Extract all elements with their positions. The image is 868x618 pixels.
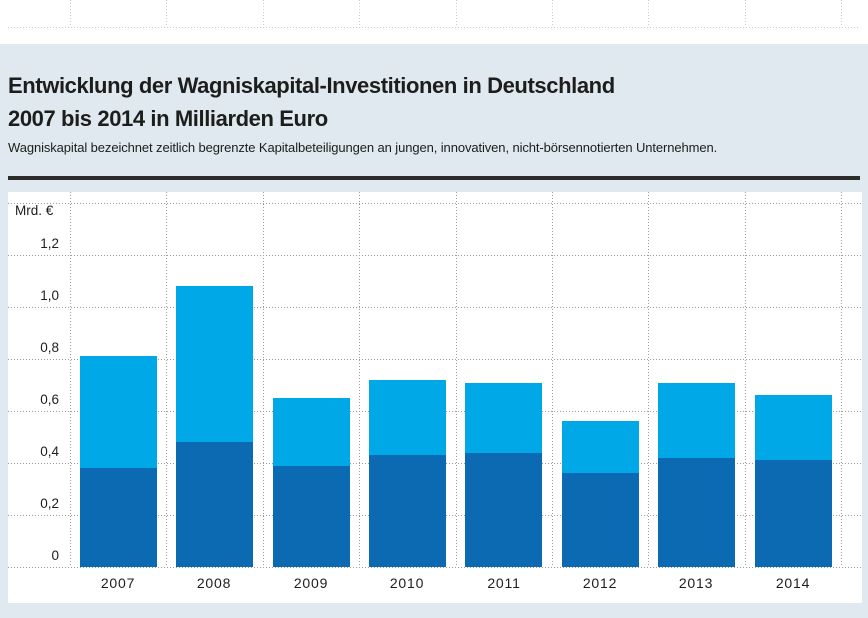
bar-2009-lower-segment <box>273 466 350 567</box>
h-gridline <box>8 203 862 204</box>
v-gridline <box>841 192 842 567</box>
x-tick-label: 2011 <box>487 575 521 591</box>
bar-2007-upper-segment <box>80 356 157 468</box>
v-gridline <box>70 192 71 567</box>
x-tick-label: 2013 <box>678 575 714 591</box>
h-gridline <box>8 255 862 256</box>
x-tick-label: 2010 <box>389 575 425 591</box>
chart-subtitle: Wagniskapital bezeichnet zeitlich begren… <box>8 140 718 155</box>
x-tick-label: 2007 <box>100 575 136 591</box>
bar-2012-upper-segment <box>562 421 639 473</box>
remnant-v-gridline <box>552 0 553 27</box>
v-gridline <box>552 192 553 567</box>
bar-2009-upper-segment <box>273 398 350 466</box>
remnant-v-gridline <box>456 0 457 27</box>
v-gridline <box>456 192 457 567</box>
v-gridline <box>359 192 360 567</box>
remnant-v-gridline <box>166 0 167 27</box>
bar-2011-upper-segment <box>465 383 542 453</box>
bar-2011-lower-segment <box>465 453 542 567</box>
page-title-line1: Entwicklung der Wagniskapital-Investitio… <box>8 73 615 98</box>
bar-2014-upper-segment <box>755 395 832 460</box>
y-tick-label: 0,4 <box>40 444 59 459</box>
remnant-v-gridline <box>359 0 360 27</box>
chart-panel: Mrd. € 1,2 1,0 0,8 0,6 0,4 0,2 0 2007 2008 2009 20… <box>8 192 862 603</box>
remnant-v-gridline <box>648 0 649 27</box>
v-gridline <box>263 192 264 567</box>
y-axis-unit-label: Mrd. € <box>15 203 54 218</box>
v-gridline <box>648 192 649 567</box>
bar-2014-lower-segment <box>755 460 832 567</box>
bar-2013-lower-segment <box>658 458 735 567</box>
y-tick-label: 0,8 <box>40 340 59 355</box>
remnant-v-gridline <box>263 0 264 27</box>
x-tick-label: 2014 <box>775 575 811 591</box>
cropped-chart-above-remnant <box>0 0 868 29</box>
infographic-panel: Entwicklung der Wagniskapital-Investitio… <box>0 44 868 618</box>
y-tick-label: 0,6 <box>40 392 59 407</box>
remnant-v-gridline <box>841 0 842 27</box>
page-title-line2: 2007 bis 2014 in Milliarden Euro <box>8 106 328 131</box>
v-gridline <box>745 192 746 567</box>
bar-2010-upper-segment <box>369 380 446 455</box>
y-tick-label: 0 <box>51 548 59 563</box>
bar-2010-lower-segment <box>369 455 446 567</box>
bar-2013-upper-segment <box>658 383 735 458</box>
v-gridline <box>166 192 167 567</box>
y-tick-label: 1,0 <box>40 288 59 303</box>
h-gridline <box>8 307 862 308</box>
y-tick-label: 0,2 <box>40 496 59 511</box>
x-tick-label: 2009 <box>293 575 329 591</box>
remnant-v-gridline <box>745 0 746 27</box>
bar-2012-lower-segment <box>562 473 639 567</box>
x-tick-label: 2008 <box>196 575 232 591</box>
bar-2008-upper-segment <box>176 286 253 442</box>
x-tick-label: 2012 <box>582 575 618 591</box>
bar-2008-lower-segment <box>176 442 253 567</box>
h-gridline <box>8 567 862 568</box>
divider-rule <box>8 176 860 180</box>
y-tick-label: 1,2 <box>40 236 59 251</box>
h-gridline <box>8 359 862 360</box>
remnant-v-gridline <box>70 0 71 27</box>
remnant-h-gridline <box>8 27 860 28</box>
bar-2007-lower-segment <box>80 468 157 567</box>
